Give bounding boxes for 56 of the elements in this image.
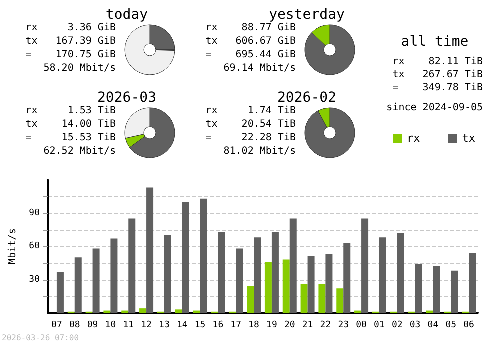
x-tick-label: 00 [356,320,367,330]
text: = 695.44 GiB [206,50,296,60]
x-tick-label: 05 [446,320,457,330]
x-tick-label: 07 [52,320,62,330]
text: = 349.78 TiB [392,82,483,94]
x-tick-label: 01 [374,320,385,330]
x-tick-label: 08 [69,320,80,330]
x-tick-label: 22 [320,320,332,330]
x-tick-label: 17 [230,320,242,330]
y-tick-label: 60 [29,242,40,252]
text: 2026-03-26 07:00 [2,334,80,342]
text: rx 82.11 TiB [392,56,483,68]
text: tx 167.39 GiB [26,36,116,47]
text: 62.52 Mbit/s [44,146,116,157]
text: 58.20 Mbit/s [44,63,116,74]
text: all time [401,34,469,50]
x-tick-label: 16 [212,320,224,330]
x-tick-label: 03 [410,320,421,330]
text: rx 1.74 TiB [206,106,296,116]
x-tick-label: 19 [266,320,278,330]
chart-title: 2026-03 [97,90,157,106]
x-tick-label: 04 [428,320,439,330]
text: rx 88.77 GiB [206,22,296,34]
x-tick-label: 14 [176,320,188,330]
x-tick-label: 20 [284,320,296,330]
chart-title: today [106,7,148,23]
x-tick-label: 23 [338,320,350,330]
text: tx 20.54 TiB [206,119,296,130]
text: tx 606.67 GiB [206,36,296,47]
text: tx 267.67 TiB [392,70,483,80]
x-tick-label: 06 [464,320,474,330]
x-tick-label: 12 [141,320,152,330]
x-tick-label: 09 [87,320,98,330]
text: = 22.28 TiB [206,132,296,144]
x-tick-label: 02 [392,320,403,330]
x-tick-label: 11 [123,320,134,330]
x-tick-label: 10 [105,320,116,330]
text: rx 3.36 GiB [26,22,116,34]
x-tick-label: 21 [302,320,314,330]
text: since 2024-09-05 [386,102,483,114]
text: = 15.53 TiB [26,132,116,144]
legend-label: tx [462,132,476,145]
x-tick-label: 13 [159,320,170,330]
text: = 170.75 GiB [26,50,116,60]
legend-label: rx [407,132,421,145]
text: tx 14.00 TiB [26,119,116,130]
x-tick-label: 18 [248,320,260,330]
text: 81.02 Mbit/s [224,146,296,157]
y-tick-label: 30 [29,274,40,285]
x-tick-label: 15 [194,320,206,330]
text: 69.14 Mbit/s [224,63,296,74]
chart-title: 2026-02 [277,90,337,106]
text: rx 1.53 TiB [26,106,116,116]
y-axis-title: Mbit/s [8,228,18,265]
y-tick-label: 90 [29,208,40,218]
chart-title: yesterday [269,7,345,23]
